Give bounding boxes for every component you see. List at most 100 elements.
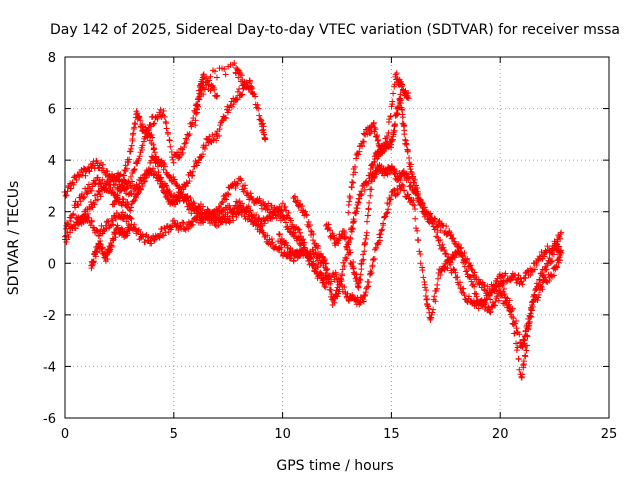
data-point	[349, 179, 356, 186]
data-point	[135, 227, 142, 234]
data-point	[415, 237, 422, 244]
data-point	[381, 172, 388, 179]
data-point	[86, 205, 93, 212]
data-point	[345, 209, 352, 216]
data-point	[148, 131, 155, 138]
data-point	[239, 91, 246, 98]
data-point	[411, 202, 418, 209]
data-point	[508, 313, 515, 320]
data-point	[109, 235, 116, 242]
data-point	[441, 247, 448, 254]
data-point	[256, 223, 263, 230]
data-point	[347, 259, 354, 266]
data-point	[258, 218, 265, 225]
data-point	[151, 120, 158, 127]
data-point	[450, 235, 457, 242]
data-point	[119, 182, 126, 189]
data-point	[360, 298, 367, 305]
data-point	[476, 280, 483, 287]
data-point	[292, 193, 299, 200]
data-point	[225, 191, 232, 198]
data-point	[531, 292, 538, 299]
data-point	[464, 255, 471, 262]
data-point	[558, 249, 565, 256]
data-point	[155, 169, 162, 176]
data-point	[367, 270, 374, 277]
data-point	[519, 371, 526, 378]
data-point	[358, 266, 365, 273]
data-point	[432, 298, 439, 305]
data-point	[389, 136, 396, 143]
data-point	[515, 272, 522, 279]
data-point	[391, 186, 398, 193]
data-point	[503, 278, 510, 285]
data-point	[235, 209, 242, 216]
data-point	[113, 209, 120, 216]
data-point	[355, 284, 362, 291]
data-point	[529, 303, 536, 310]
data-point	[171, 176, 178, 183]
data-point	[388, 192, 395, 199]
data-point	[543, 266, 550, 273]
data-point	[546, 255, 553, 262]
data-point	[264, 232, 271, 239]
data-point	[531, 266, 538, 273]
y-axis-label: SDTVAR / TECUs	[6, 181, 22, 296]
data-point	[197, 154, 204, 161]
data-point	[410, 197, 417, 204]
data-point	[206, 133, 213, 140]
data-point	[302, 211, 309, 218]
data-point	[463, 267, 470, 274]
data-point	[442, 250, 449, 257]
data-point	[150, 121, 157, 128]
data-point	[369, 262, 376, 269]
data-point	[398, 181, 405, 188]
data-point	[346, 198, 353, 205]
data-point	[430, 306, 437, 313]
series-trace-d	[73, 78, 221, 226]
data-point	[514, 276, 521, 283]
data-point	[459, 253, 466, 260]
data-point	[118, 225, 125, 232]
data-point	[502, 270, 509, 277]
data-point	[360, 138, 367, 145]
data-point	[186, 178, 193, 185]
data-point	[429, 309, 436, 316]
data-point	[385, 206, 392, 213]
data-point	[348, 184, 355, 191]
data-point	[510, 315, 517, 322]
data-point	[246, 80, 253, 87]
data-point	[434, 281, 441, 288]
data-point	[96, 162, 103, 169]
data-point	[372, 133, 379, 140]
data-point	[379, 226, 386, 233]
data-point	[399, 81, 406, 88]
data-point	[360, 256, 367, 263]
data-point	[339, 266, 346, 273]
data-point	[443, 223, 450, 230]
data-point	[127, 145, 134, 152]
data-point	[189, 172, 196, 179]
data-point	[248, 213, 255, 220]
data-point	[296, 229, 303, 236]
data-point	[444, 265, 451, 272]
data-point	[347, 194, 354, 201]
data-point	[515, 356, 522, 363]
data-point	[62, 192, 69, 199]
data-point	[457, 249, 464, 256]
data-point	[174, 197, 181, 204]
data-point	[126, 222, 133, 229]
data-point	[154, 163, 161, 170]
data-point	[541, 272, 548, 279]
data-point	[294, 197, 301, 204]
data-point	[352, 163, 359, 170]
data-point	[160, 159, 167, 166]
data-point	[207, 137, 214, 144]
x-tick-label: 25	[601, 427, 618, 442]
data-point	[116, 188, 123, 195]
data-point	[151, 237, 158, 244]
data-point	[361, 241, 368, 248]
data-point	[378, 227, 385, 234]
data-point	[199, 82, 206, 89]
data-point	[364, 284, 371, 291]
